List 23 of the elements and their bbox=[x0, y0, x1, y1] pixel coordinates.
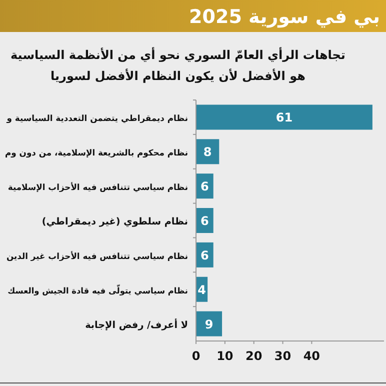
data-label: 6 bbox=[200, 180, 209, 194]
data-label: 61 bbox=[276, 110, 293, 125]
data-label: 6 bbox=[200, 248, 209, 262]
data-label: 6 bbox=[200, 214, 209, 228]
y-tick-label: نظام محكوم بالشريعة الإسلامية، من دون وم bbox=[5, 148, 188, 159]
bar bbox=[196, 311, 222, 336]
bar bbox=[196, 104, 372, 130]
chart-title: بي في سورية 2025 bbox=[189, 6, 380, 28]
x-tick-label: 10 bbox=[216, 349, 234, 363]
data-label: 4 bbox=[198, 282, 206, 297]
x-tick-label: 20 bbox=[245, 349, 262, 363]
data-label: 9 bbox=[204, 317, 214, 332]
y-tick-label: نظام سياسي يتولّى فيه قادة الجيش والعسك bbox=[8, 284, 188, 296]
y-tick-label: نظام سياسي تتنافس فيه الأحزاب غير الدين bbox=[6, 250, 188, 262]
data-label: 8 bbox=[203, 145, 212, 160]
y-tick-label: نظام ديمقراطي يتضمن التعددية السياسية و bbox=[6, 113, 188, 124]
x-tick-label: 30 bbox=[274, 349, 292, 363]
chart-subtitle: تجاهات الرأي العامّ السوري نحو أي من الأنظمة السياسية هو الأفضل لأن يكون النظام الأفضل لسوريا bbox=[10, 47, 346, 83]
y-tick-label: نظام سياسي تتنافس فيه الأحزاب الإسلامية bbox=[8, 182, 188, 194]
x-tick-label: 40 bbox=[303, 349, 320, 363]
y-tick-label: نظام سلطوي (غير ديمقراطي) bbox=[42, 216, 188, 228]
y-tick-label: لا أعرف/ رفض الإجابة bbox=[85, 318, 188, 331]
x-tick-label: 0 bbox=[192, 349, 200, 363]
